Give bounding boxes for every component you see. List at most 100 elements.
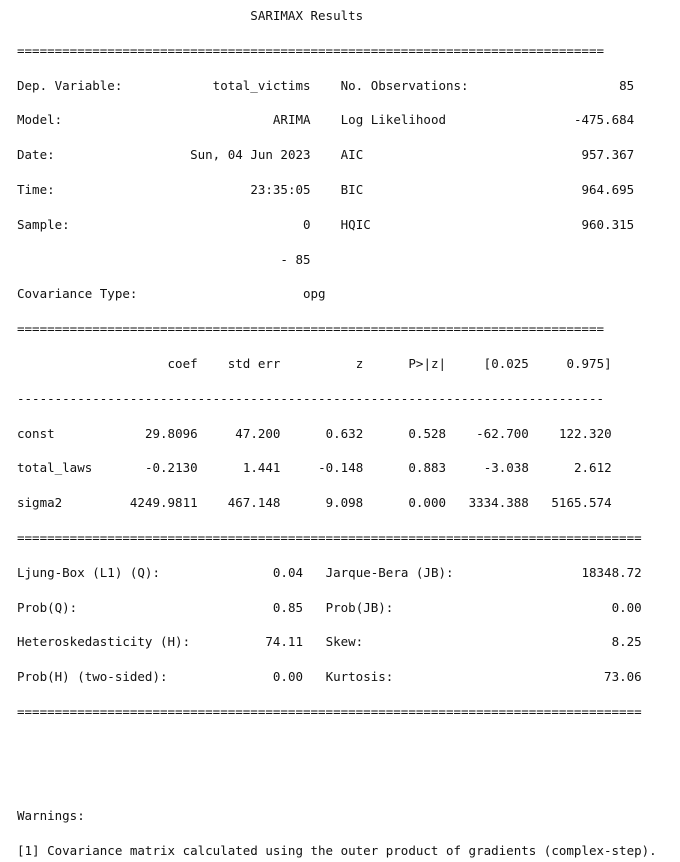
coef-row-name: total_laws: [17, 460, 93, 476]
warning-text: [1] Covariance matrix calculated using t…: [17, 843, 657, 859]
diagnostic-value: 0.04: [272, 564, 304, 580]
model-info-label: Sample:: [17, 216, 70, 232]
model-info-row: Model: ARIMA Log Likelihood -475.684: [17, 111, 657, 128]
coef-row-name: sigma2: [17, 495, 63, 511]
coef-table-row: total_laws -0.2130 1.441 -0.148 0.883 -3…: [17, 459, 657, 476]
coef-column-header: 0.975]: [566, 355, 612, 371]
diagnostic-label: Jarque-Bera (JB):: [325, 564, 454, 580]
coef-cell: -0.148: [318, 460, 364, 476]
coef-cell: 9.098: [325, 495, 364, 511]
separator-dashes: ----------------------------------------…: [17, 390, 657, 407]
coef-table-row: sigma2 4249.9811 467.148 9.098 0.000 333…: [17, 494, 657, 511]
coef-column-header: P>|z|: [408, 355, 447, 371]
separator-equals-long: ========================================…: [17, 529, 657, 546]
coef-cell: 47.200: [235, 425, 281, 441]
coef-cell: 0.883: [408, 460, 447, 476]
model-info-label: Date:: [17, 147, 55, 163]
diagnostic-label: Prob(H) (two-sided):: [17, 669, 168, 685]
separator-equals: ========================================…: [17, 320, 657, 337]
separator-text: ========================================…: [17, 529, 642, 545]
coef-table-header: coef std err z P>|z| [0.025 0.975]: [17, 355, 657, 372]
coef-column-header: std err: [227, 355, 281, 371]
model-info-label: Model:: [17, 112, 63, 128]
model-info-right-label: HQIC: [340, 216, 371, 232]
model-info-row: Date: Sun, 04 Jun 2023 AIC 957.367: [17, 146, 657, 163]
separator-text: ========================================…: [17, 321, 604, 337]
coef-row-name: const: [17, 425, 55, 441]
coef-cell: 0.632: [325, 425, 364, 441]
coef-cell: 3334.388: [468, 495, 529, 511]
diagnostics-row: Prob(Q): 0.85 Prob(JB): 0.00: [17, 599, 657, 616]
blank-line: [17, 738, 657, 755]
diagnostic-value: 0.00: [272, 669, 303, 685]
coef-cell: -62.700: [476, 425, 529, 441]
diagnostics-row: Ljung-Box (L1) (Q): 0.04 Jarque-Bera (JB…: [17, 564, 657, 581]
diagnostics-row: Prob(H) (two-sided): 0.00 Kurtosis: 73.0…: [17, 668, 657, 685]
coef-column-header: coef: [167, 355, 198, 371]
warnings-heading: Warnings:: [17, 807, 657, 824]
coef-column-header: [0.025: [483, 355, 529, 371]
model-info-row: Sample: 0 HQIC 960.315: [17, 216, 657, 233]
diagnostic-label: Prob(JB):: [325, 599, 394, 615]
model-info-row: Time: 23:35:05 BIC 964.695: [17, 181, 657, 198]
report-title: SARIMAX Results: [17, 7, 657, 24]
diagnostic-label: Prob(Q):: [17, 599, 78, 615]
diagnostic-label: Kurtosis:: [325, 669, 394, 685]
diagnostic-value: 18348.72: [581, 564, 642, 580]
coef-table-row: const 29.8096 47.200 0.632 0.528 -62.700…: [17, 425, 657, 442]
model-info-value: - 85: [280, 251, 311, 267]
model-info-value: 23:35:05: [250, 181, 311, 197]
coef-cell: -3.038: [483, 460, 529, 476]
coef-cell: 0.000: [408, 495, 447, 511]
diagnostic-value: 8.25: [611, 634, 642, 650]
model-info-label: Time:: [17, 181, 55, 197]
coef-cell: 1.441: [242, 460, 281, 476]
report-title-text: SARIMAX Results: [250, 8, 364, 23]
model-info-row: Covariance Type: opg: [17, 285, 657, 302]
diagnostic-value: 73.06: [604, 669, 642, 685]
blank-line: [17, 773, 657, 790]
model-info-value: total_victims: [212, 77, 311, 93]
coef-cell: 4249.9811: [129, 495, 198, 511]
warning-item: [1] Covariance matrix calculated using t…: [17, 842, 657, 859]
diagnostic-value: 0.85: [272, 599, 304, 615]
coef-cell: 0.528: [408, 425, 447, 441]
model-info-right-value: 957.367: [581, 147, 635, 163]
diagnostic-label: Skew:: [325, 634, 364, 650]
diagnostic-label: Heteroskedasticity (H):: [17, 634, 191, 650]
model-info-value: ARIMA: [272, 112, 311, 128]
sarimax-results-report: SARIMAX Results ========================…: [17, 7, 657, 862]
model-info-right-label: Log Likelihood: [340, 112, 446, 128]
model-info-right-label: AIC: [340, 147, 364, 163]
separator-equals: ========================================…: [17, 42, 657, 59]
model-info-row: - 85: [17, 251, 657, 268]
model-info-label: Dep. Variable:: [17, 77, 123, 93]
model-info-value: Sun, 04 Jun 2023: [190, 147, 311, 163]
separator-text: ========================================…: [17, 703, 642, 719]
diagnostic-label: Ljung-Box (L1) (Q):: [17, 564, 160, 580]
model-info-right-label: No. Observations:: [340, 77, 469, 93]
diagnostic-value: 74.11: [265, 634, 303, 650]
model-info-right-value: 85: [619, 77, 635, 93]
model-info-right-value: 960.315: [581, 216, 635, 232]
separator-text: ========================================…: [17, 42, 604, 58]
warnings-heading-text: Warnings:: [17, 808, 85, 824]
coef-cell: -0.2130: [144, 460, 198, 476]
coef-cell: 2.612: [574, 460, 612, 476]
model-info-right-value: -475.684: [573, 112, 635, 128]
model-info-right-value: 964.695: [581, 181, 635, 197]
model-info-right-label: BIC: [340, 181, 364, 197]
coef-column-header: z: [355, 355, 364, 371]
coef-cell: 467.148: [227, 495, 281, 511]
separator-equals-long: ========================================…: [17, 703, 657, 720]
diagnostics-row: Heteroskedasticity (H): 74.11 Skew: 8.25: [17, 633, 657, 650]
model-info-row: Dep. Variable: total_victims No. Observa…: [17, 77, 657, 94]
coef-cell: 5165.574: [551, 495, 612, 511]
separator-text: ----------------------------------------…: [17, 390, 604, 406]
model-info-value: 0: [303, 216, 311, 232]
coef-cell: 122.320: [558, 425, 612, 441]
model-info-label: Covariance Type:: [17, 286, 138, 302]
diagnostic-value: 0.00: [611, 599, 642, 615]
model-info-value: opg: [303, 286, 326, 302]
coef-cell: 29.8096: [144, 425, 198, 441]
